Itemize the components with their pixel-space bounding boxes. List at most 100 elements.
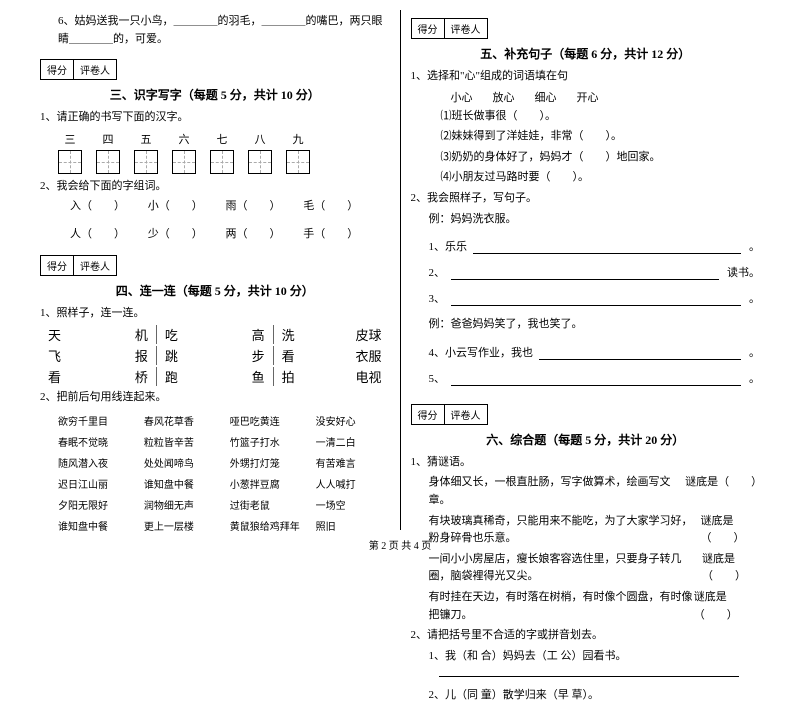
phrase-item[interactable]: 润物细无声 [144,497,218,512]
phrase-item[interactable]: 谁知盘中餐 [58,518,132,533]
answer-line-3[interactable]: 3、。 [429,290,761,306]
riddle-row: 一间小小房屋店，瘦长娘客容选住里，只要身子转几圈，脑袋裡得光又尖。 谜底是（ ） [411,551,761,586]
phrase-item[interactable]: 处处闻啼鸟 [144,455,218,470]
writing-box[interactable] [172,150,196,174]
phrase-item[interactable]: 欲穷千里目 [58,413,132,428]
connect-item[interactable]: 跳 [165,346,178,365]
connect-item[interactable]: 报 [135,346,148,365]
s3-q2: 2、我会给下面的字组词。 [40,178,390,196]
s6-item[interactable]: 2、儿（同 童）散学归来（早 草）。 [411,687,761,705]
s5-example-1: 例：妈妈洗衣服。 [411,211,761,229]
riddle-answer[interactable]: 谜底是（ ） [702,551,760,586]
word-row: 入（ ） 小（ ） 雨（ ） 毛（ ） [40,198,390,216]
phrase-item[interactable]: 哑巴吃黄连 [230,413,304,428]
phrase-item[interactable]: 过街老鼠 [230,497,304,512]
writing-box[interactable] [58,150,82,174]
word-option: 细心 [535,89,557,105]
word-pair[interactable]: 雨（ ） [226,200,281,212]
word-pair[interactable]: 入（ ） [70,200,125,212]
phrase-item[interactable]: 竹篮子打水 [230,434,304,449]
writing-box[interactable] [210,150,234,174]
phrase-item[interactable]: 小葱拌豆腐 [230,476,304,491]
char-label: 六 [179,131,190,147]
s6-q2: 2、请把括号里不合适的字或拼音划去。 [411,627,761,645]
phrase-item[interactable]: 春风花草香 [144,413,218,428]
riddle-answer[interactable]: 谜底是（ ） [701,513,761,548]
phrase-item[interactable]: 人人喊打 [316,476,390,491]
riddle-answer[interactable]: 谜底是（ ） [685,474,760,509]
phrase-item[interactable]: 更上一层楼 [144,518,218,533]
phrase-item[interactable]: 一场空 [316,497,390,512]
word-option: 开心 [577,89,599,105]
score-label: 得分 [41,256,74,275]
char-label: 八 [255,131,266,147]
score-label: 得分 [41,60,74,79]
s6-q1: 1、猜谜语。 [411,454,761,472]
riddle-text: 有时挂在天边，有时落在树梢，有时像个圆盘，有时像把镰刀。 [429,589,694,624]
writing-box[interactable] [96,150,120,174]
phrase-item[interactable]: 有苦难言 [316,455,390,470]
answer-line-4[interactable]: 4、小云写作业，我也。 [429,344,761,360]
s6-item[interactable]: 1、我（和 合）妈妈去（工 公）园看书。 [411,648,761,666]
connect-item[interactable]: 鱼 [252,367,265,386]
word-pair[interactable]: 小（ ） [148,200,203,212]
connect-row: 天 机 吃 高 洗 皮球 [40,325,390,344]
score-label: 得分 [412,19,445,38]
s5-item[interactable]: ⑵妹妹得到了洋娃娃，非常（ ）。 [411,128,761,146]
answer-line-5[interactable]: 5、。 [429,370,761,386]
connect-item[interactable]: 天 [48,325,61,344]
s5-example-2: 例：爸爸妈妈笑了，我也笑了。 [411,316,761,334]
phrase-item[interactable]: 粒粒皆辛苦 [144,434,218,449]
writing-box[interactable] [286,150,310,174]
connect-item[interactable]: 桥 [135,367,148,386]
word-pair[interactable]: 少（ ） [148,228,203,240]
section-4-title: 四、连一连（每题 5 分，共计 10 分） [40,282,390,299]
connect-item[interactable]: 步 [252,346,265,365]
phrase-item[interactable]: 随风潜入夜 [58,455,132,470]
connect-item[interactable]: 看 [48,367,61,386]
phrase-item[interactable]: 没安好心 [316,413,390,428]
word-pair[interactable]: 两（ ） [226,228,281,240]
connect-item[interactable]: 机 [135,325,148,344]
connect-item[interactable]: 看 [282,346,295,365]
connect-item[interactable]: 跑 [165,367,178,386]
phrase-item[interactable]: 春眠不觉晓 [58,434,132,449]
connect-item[interactable]: 皮球 [355,325,381,344]
char-boxes-row: 三 四 五 六 七 八 九 [58,131,390,174]
char-label: 九 [293,131,304,147]
writing-box[interactable] [248,150,272,174]
section-3-title: 三、识字写字（每题 5 分，共计 10 分） [40,86,390,103]
riddle-answer[interactable]: 谜底是（ ） [694,589,760,624]
phrase-item[interactable]: 一清二白 [316,434,390,449]
s5-item[interactable]: ⑴班长做事很（ ）。 [411,108,761,126]
s5-item[interactable]: ⑶奶奶的身体好了，妈妈才（ ）地回家。 [411,149,761,167]
answer-line-2[interactable]: 2、读书。 [429,264,761,280]
s5-item[interactable]: ⑷小朋友过马路时要（ ）。 [411,169,761,187]
s5-q2: 2、我会照样子，写句子。 [411,190,761,208]
connect-item[interactable]: 高 [252,325,265,344]
grader-label: 评卷人 [74,60,116,79]
writing-box[interactable] [134,150,158,174]
connect-item[interactable]: 洗 [282,325,295,344]
word-row: 人（ ） 少（ ） 两（ ） 手（ ） [40,226,390,244]
riddle-text: 一间小小房屋店，瘦长娘客容选住里，只要身子转几圈，脑袋裡得光又尖。 [429,551,702,586]
answer-line-1[interactable]: 1、乐乐。 [429,238,761,254]
riddle-text: 有块玻璃真稀奇，只能用来不能吃，为了大家学习好，粉身碎骨也乐意。 [429,513,701,548]
riddle-row: 身体细又长，一根直肚肠，写字做算术，绘画写文章。 谜底是（ ） [411,474,761,509]
word-pair[interactable]: 人（ ） [70,228,125,240]
connect-item[interactable]: 拍 [282,367,295,386]
word-pair[interactable]: 毛（ ） [303,200,358,212]
phrase-item[interactable]: 谁知盘中餐 [144,476,218,491]
section-6-title: 六、综合题（每题 5 分，共计 20 分） [411,431,761,448]
answer-line[interactable] [439,675,739,677]
phrase-item[interactable]: 外甥打灯笼 [230,455,304,470]
connect-item[interactable]: 吃 [165,325,178,344]
phrase-item[interactable]: 照旧 [316,518,390,533]
phrase-item[interactable]: 迟日江山丽 [58,476,132,491]
phrase-item[interactable]: 黄鼠狼给鸡拜年 [230,518,304,533]
phrase-item[interactable]: 夕阳无限好 [58,497,132,512]
connect-item[interactable]: 飞 [48,346,61,365]
connect-item[interactable]: 电视 [355,367,381,386]
connect-item[interactable]: 衣服 [355,346,381,365]
word-pair[interactable]: 手（ ） [303,228,358,240]
